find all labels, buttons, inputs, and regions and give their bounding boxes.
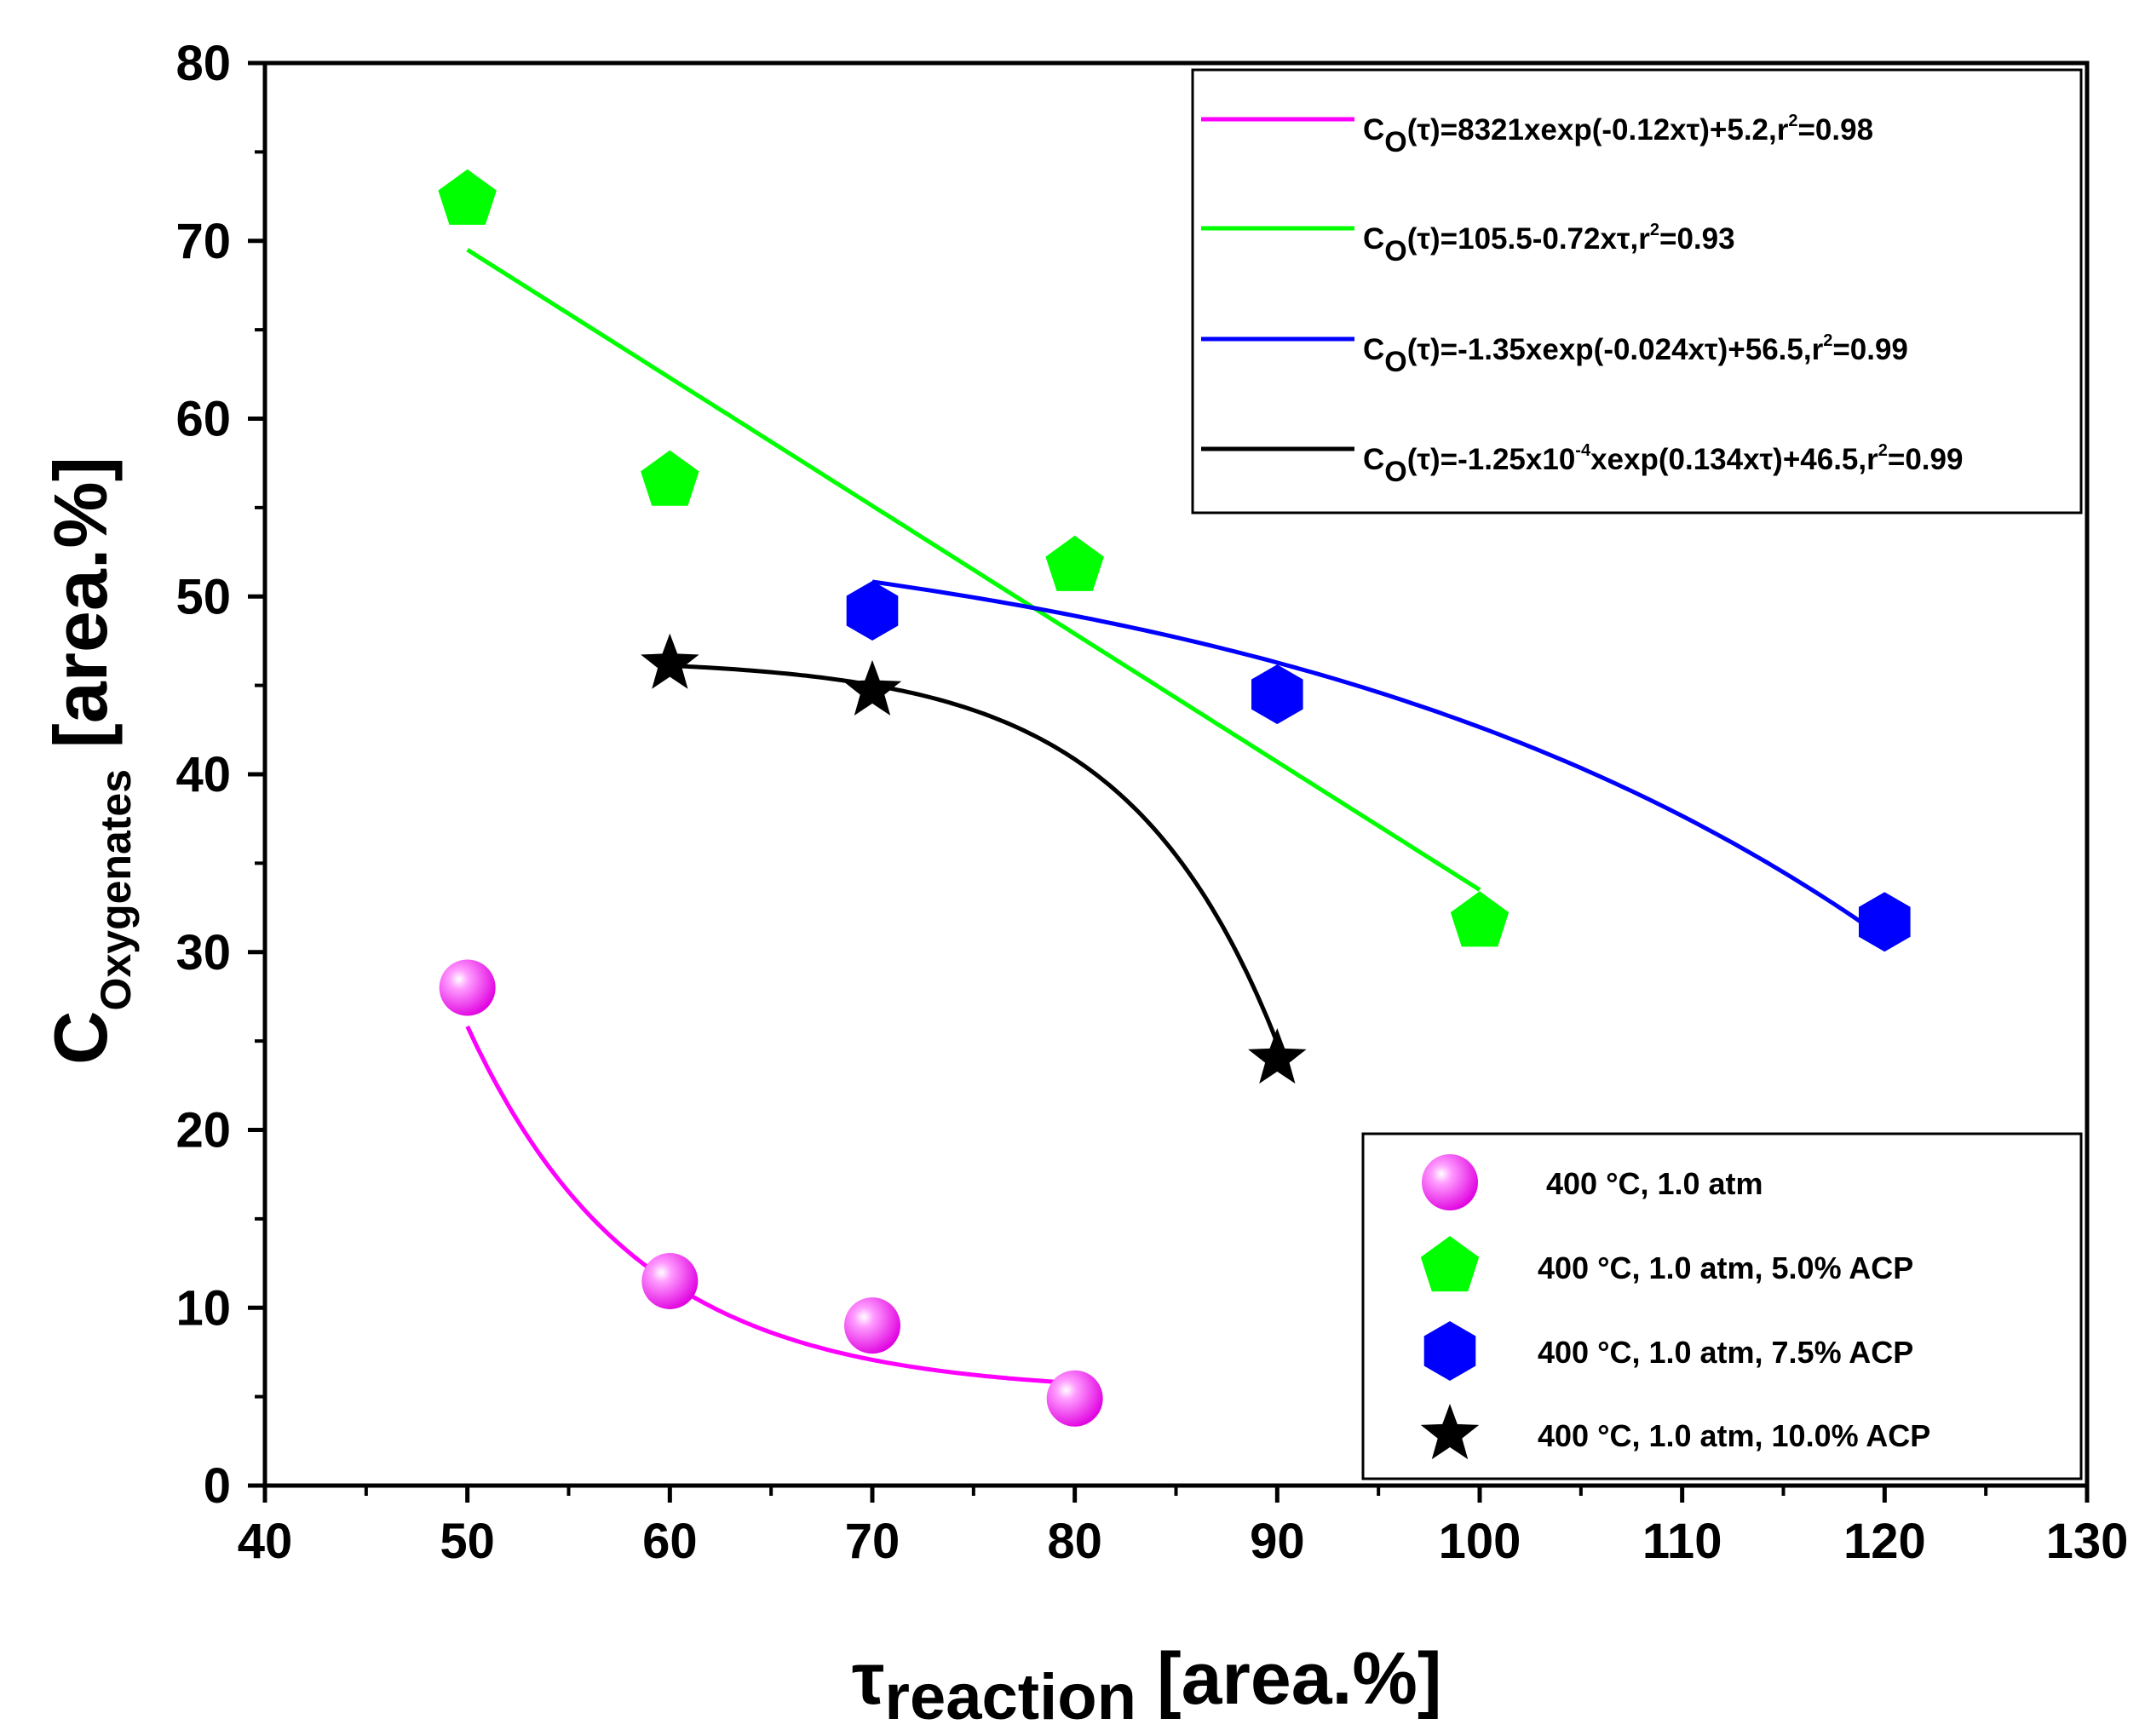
x-tick-label: 90 [1250,1514,1305,1569]
x-tick-label: 80 [1047,1514,1102,1569]
data-point-hexagon [846,581,899,641]
data-point-star [842,659,902,716]
fit-legend-equation: CO(τ)=-1.25x10-4xexp(0.134xτ)+46.5,r2=0.… [1363,441,1963,488]
y-tick-label: 30 [175,925,231,980]
fit-curve [465,1025,1075,1386]
x-tick-label: 40 [238,1514,293,1569]
y-tick-label: 0 [204,1458,231,1514]
data-point-pentagon [641,450,699,506]
series-legend-box [1361,1132,2083,1480]
data-point-hexagon [1251,664,1303,725]
fit-legend: CO(τ)=8321xexp(-0.12xτ)+5.2,r2=0.98 CO(τ)… [1191,68,2083,514]
fit-curve [871,579,1886,940]
fit-curve [466,248,1481,892]
series-legend-label: 400 °C, 1.0 atm, 7.5% ACP [1538,1335,1913,1370]
data-point-hexagon [1859,892,1911,952]
data-point-pentagon [438,169,497,225]
series-legend-marker [1422,1154,1478,1210]
data-point-sphere [439,959,496,1016]
series-legend-marker [1420,1236,1480,1292]
fit-legend-box [1191,68,2083,514]
y-tick-label: 50 [175,569,231,624]
y-tick-label: 60 [175,392,231,447]
y-axis-label: COxygenates [area.%] [38,457,140,1065]
x-tick-label: 100 [1439,1514,1521,1569]
data-point-sphere [1046,1370,1103,1427]
fit-legend-equation: CO(τ)=105.5-0.72xτ,r2=0.93 [1363,221,1735,267]
series-legend-label: 400 °C, 1.0 atm [1546,1166,1763,1201]
x-tick-label: 60 [642,1514,698,1569]
series-legend: 400 °C, 1.0 atm 400 °C, 1.0 atm, 5.0% ACP… [1361,1132,2083,1480]
series-legend-marker [1420,1404,1480,1460]
plot-axes: 40 50 60 70 80 90 100 110 120 130 0 10 20 30 40 50 60 70 8… [175,36,2128,1569]
data-point-sphere [641,1252,699,1309]
x-tick-label: 50 [440,1514,495,1569]
axis-labels: COxygenates [area.%] τreaction [area.%] [38,457,1442,1733]
y-tick-label: 80 [175,36,231,91]
fit-curve [670,663,1280,1044]
y-tick-label: 20 [175,1103,231,1158]
series-legend-label: 400 °C, 1.0 atm, 10.0% ACP [1538,1418,1930,1453]
data-point-star [1248,1028,1307,1084]
y-tick-label: 40 [175,747,231,802]
y-tick-label: 10 [175,1280,231,1336]
x-tick-label: 130 [2046,1514,2129,1569]
data-point-sphere [844,1297,900,1354]
x-tick-label: 110 [1642,1514,1722,1569]
data-point-star [641,633,699,689]
y-tick-label: 70 [175,214,231,269]
fit-legend-equation: CO(τ)=-1.35xexp(-0.024xτ)+56.5,r2=0.99 [1363,331,1908,378]
data-point-pentagon [1045,535,1104,591]
x-tick-label: 70 [845,1514,900,1569]
fit-curves [465,248,1886,1386]
series-legend-label: 400 °C, 1.0 atm, 5.0% ACP [1538,1250,1913,1285]
x-axis-label: τreaction [area.%] [852,1638,1442,1733]
fit-legend-equation: CO(τ)=8321xexp(-0.12xτ)+5.2,r2=0.98 [1363,112,1873,158]
data-point-pentagon [1450,891,1510,947]
data-markers [438,169,1911,1427]
x-tick-label: 120 [1843,1514,1926,1569]
series-legend-marker [1423,1321,1476,1381]
